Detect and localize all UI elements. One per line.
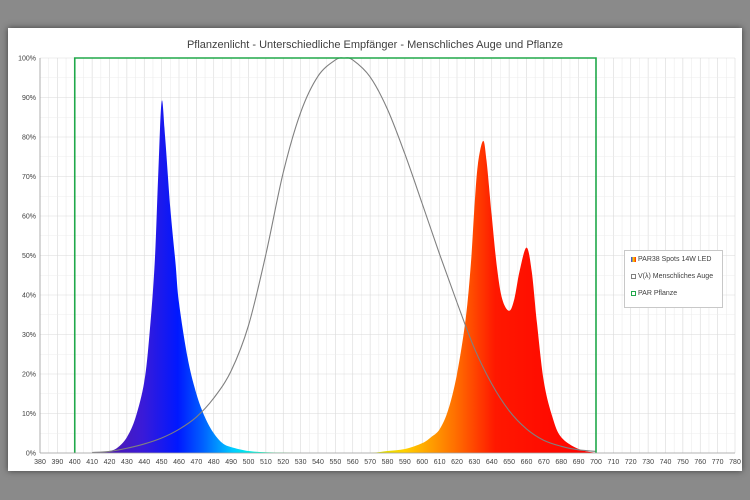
x-tick-label: 480 <box>208 459 220 466</box>
x-tick-label: 720 <box>625 459 637 466</box>
legend-label: PAR Pflanze <box>638 290 678 297</box>
x-tick-label: 590 <box>399 459 411 466</box>
spectrum-swatch-icon <box>631 257 636 262</box>
x-tick-label: 580 <box>382 459 394 466</box>
x-tick-label: 380 <box>34 459 46 466</box>
x-tick-label: 670 <box>538 459 550 466</box>
x-tick-label: 610 <box>434 459 446 466</box>
x-tick-label: 650 <box>503 459 515 466</box>
chart-legend: PAR38 Spots 14W LED V(λ) Menschliches Au… <box>624 250 723 308</box>
x-tick-label: 440 <box>138 459 150 466</box>
legend-item-eye: V(λ) Menschliches Auge <box>631 273 713 280</box>
x-tick-label: 640 <box>486 459 498 466</box>
x-tick-label: 760 <box>694 459 706 466</box>
x-tick-label: 660 <box>521 459 533 466</box>
y-tick-label: 80% <box>22 135 36 142</box>
legend-label: PAR38 Spots 14W LED <box>638 256 712 263</box>
x-tick-label: 630 <box>469 459 481 466</box>
x-tick-label: 780 <box>729 459 741 466</box>
y-tick-label: 100% <box>18 56 36 63</box>
y-tick-label: 10% <box>22 411 36 418</box>
x-tick-label: 570 <box>364 459 376 466</box>
x-tick-label: 450 <box>156 459 168 466</box>
series-par-plant-line <box>73 57 597 453</box>
y-tick-label: 20% <box>22 372 36 379</box>
y-tick-label: 70% <box>22 174 36 181</box>
chart-plot: Pflanzenlicht - Unterschiedliche Empfäng… <box>18 39 741 466</box>
chart-title: Pflanzenlicht - Unterschiedliche Empfäng… <box>187 39 563 51</box>
x-tick-label: 460 <box>173 459 185 466</box>
gray-square-icon <box>631 274 636 279</box>
x-tick-label: 750 <box>677 459 689 466</box>
green-square-icon <box>631 291 636 296</box>
x-tick-label: 520 <box>277 459 289 466</box>
x-tick-label: 530 <box>295 459 307 466</box>
x-tick-label: 560 <box>347 459 359 466</box>
x-tick-label: 690 <box>573 459 585 466</box>
x-tick-label: 680 <box>555 459 567 466</box>
x-tick-label: 710 <box>608 459 620 466</box>
x-tick-label: 730 <box>642 459 654 466</box>
x-tick-label: 770 <box>712 459 724 466</box>
y-tick-label: 50% <box>22 253 36 260</box>
legend-item-par: PAR Pflanze <box>631 290 677 297</box>
x-tick-label: 510 <box>260 459 272 466</box>
x-tick-label: 740 <box>660 459 672 466</box>
x-tick-label: 620 <box>451 459 463 466</box>
chart-frame: Pflanzenlicht - Unterschiedliche Empfäng… <box>8 28 742 471</box>
x-tick-label: 550 <box>330 459 342 466</box>
x-tick-label: 410 <box>86 459 98 466</box>
series-led-spectrum-area <box>92 100 596 453</box>
x-tick-label: 470 <box>191 459 203 466</box>
y-tick-label: 60% <box>22 214 36 221</box>
x-tick-label: 700 <box>590 459 602 466</box>
x-tick-label: 390 <box>52 459 64 466</box>
y-tick-label: 30% <box>22 332 36 339</box>
x-tick-label: 540 <box>312 459 324 466</box>
x-tick-label: 430 <box>121 459 133 466</box>
legend-label: V(λ) Menschliches Auge <box>638 273 714 280</box>
y-tick-label: 0% <box>26 451 36 458</box>
y-tick-label: 90% <box>22 95 36 102</box>
x-tick-label: 420 <box>104 459 116 466</box>
x-tick-label: 490 <box>225 459 237 466</box>
y-tick-label: 40% <box>22 293 36 300</box>
legend-item-led: PAR38 Spots 14W LED <box>631 256 711 263</box>
x-tick-label: 400 <box>69 459 81 466</box>
x-tick-label: 600 <box>416 459 428 466</box>
x-tick-label: 500 <box>243 459 255 466</box>
